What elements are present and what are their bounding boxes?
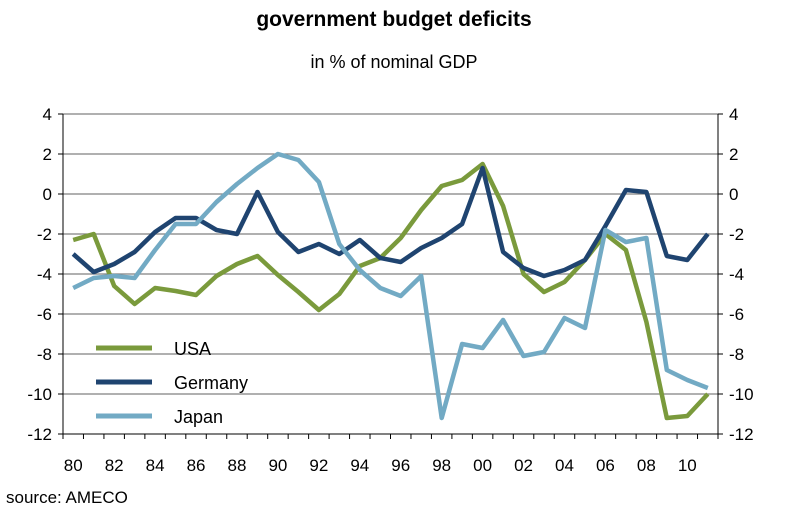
x-tick-label: 80 <box>64 456 83 475</box>
legend: USA Germany Japan <box>96 339 248 427</box>
series-line-japan <box>72 151 709 421</box>
y-tick-label-left: -2 <box>37 225 52 244</box>
y-tick-label-left: 0 <box>43 185 52 204</box>
x-tick-label: 06 <box>596 456 615 475</box>
y-tick-label-right: -12 <box>729 425 754 444</box>
y-tick-label-left: 4 <box>43 105 52 124</box>
y-tick-label-left: -6 <box>37 305 52 324</box>
gridlines <box>63 113 718 395</box>
y-tick-label-left: -10 <box>27 385 52 404</box>
legend-label-usa: USA <box>174 339 211 359</box>
y-tick-label-right: -4 <box>729 265 744 284</box>
x-tick-label: 86 <box>187 456 206 475</box>
x-tick-label: 04 <box>555 456 574 475</box>
x-tick-label: 88 <box>228 456 247 475</box>
x-tick-label: 96 <box>391 456 410 475</box>
x-tick-label: 10 <box>678 456 697 475</box>
y-tick-label-right: 4 <box>729 105 738 124</box>
legend-label-germany: Germany <box>174 373 248 393</box>
y-tick-label-left: -4 <box>37 265 52 284</box>
chart-title: government budget deficits <box>256 8 532 31</box>
axes <box>58 113 723 439</box>
y-tick-label-right: -8 <box>729 345 744 364</box>
x-tick-label: 82 <box>105 456 124 475</box>
legend-label-japan: Japan <box>174 407 223 427</box>
y-tick-label-left: -8 <box>37 345 52 364</box>
x-tick-label: 94 <box>350 456 369 475</box>
x-tick-label: 02 <box>514 456 533 475</box>
x-tick-label: 00 <box>473 456 492 475</box>
y-tick-label-right: -10 <box>729 385 754 404</box>
y-tick-label-right: -6 <box>729 305 744 324</box>
y-tick-label-left: -12 <box>27 425 52 444</box>
chart-subtitle: in % of nominal GDP <box>310 52 478 72</box>
x-tick-label: 92 <box>309 456 328 475</box>
series-lines <box>71 151 710 421</box>
x-tick-label: 98 <box>432 456 451 475</box>
y-tick-label-left: 2 <box>43 145 52 164</box>
y-tick-label-right: 2 <box>729 145 738 164</box>
series-line-germany <box>71 165 710 279</box>
y-tick-label-right: -2 <box>729 225 744 244</box>
x-tick-label: 08 <box>637 456 656 475</box>
source-note: source: AMECO <box>6 488 128 507</box>
x-tick-label: 84 <box>146 456 165 475</box>
x-tick-label: 90 <box>268 456 287 475</box>
y-tick-label-right: 0 <box>729 185 738 204</box>
